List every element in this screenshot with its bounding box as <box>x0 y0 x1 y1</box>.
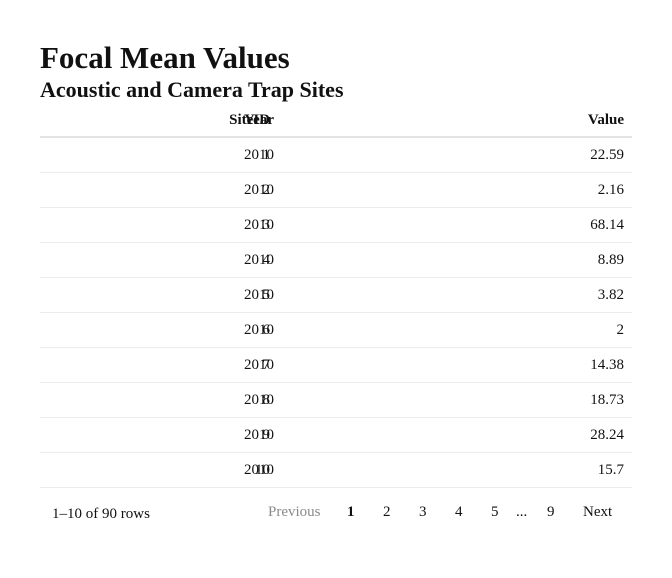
cell-year: 2010 <box>244 392 274 408</box>
cell-siteid: 7 <box>262 357 271 373</box>
table-row: 5 2010 3.82 <box>40 278 632 313</box>
table-row: 10 2010 15.7 <box>40 453 632 488</box>
cell-value: 18.73 <box>590 392 624 408</box>
cell-value: 2 <box>616 322 625 338</box>
page-button-5[interactable]: 5 <box>491 504 499 520</box>
cell-year: 2010 <box>244 217 274 233</box>
page-button-2[interactable]: 2 <box>383 504 391 520</box>
cell-value: 28.24 <box>590 427 624 443</box>
data-table: SiteID Year Value 1 2010 22.59 2 2010 2.… <box>40 104 632 488</box>
cell-siteid: 6 <box>262 322 271 338</box>
pagination-bar: 1–10 of 90 rows Previous 1 2 3 4 5 ... 9… <box>40 496 632 532</box>
cell-value: 22.59 <box>590 147 624 163</box>
table-row: 4 2010 8.89 <box>40 243 632 278</box>
pagination-ellipsis: ... <box>516 504 528 520</box>
table-header: SiteID Year Value <box>40 104 632 138</box>
cell-siteid: 8 <box>262 392 271 408</box>
column-header-siteid[interactable]: SiteID <box>229 112 270 128</box>
cell-year: 2010 <box>244 252 274 268</box>
cell-siteid: 5 <box>262 287 271 303</box>
cell-siteid: 4 <box>262 252 271 268</box>
cell-year: 2010 <box>244 147 274 163</box>
table-row: 3 2010 68.14 <box>40 208 632 243</box>
cell-siteid: 3 <box>262 217 271 233</box>
cell-siteid: 9 <box>262 427 271 443</box>
cell-value: 14.38 <box>590 357 624 373</box>
page-title: Focal Mean Values <box>40 40 290 75</box>
cell-year: 2010 <box>244 182 274 198</box>
next-page-button[interactable]: Next <box>583 504 613 520</box>
cell-year: 2010 <box>244 287 274 303</box>
cell-siteid: 2 <box>262 182 271 198</box>
column-header-year[interactable]: Year <box>244 112 274 128</box>
cell-siteid: 1 <box>262 147 271 163</box>
column-header-value[interactable]: Value <box>587 112 624 128</box>
cell-value: 68.14 <box>590 217 624 233</box>
cell-year: 2010 <box>244 322 274 338</box>
table-row: 6 2010 2 <box>40 313 632 348</box>
cell-siteid: 10 <box>255 462 270 478</box>
cell-year: 2010 <box>244 462 274 478</box>
cell-year: 2010 <box>244 357 274 373</box>
cell-value: 8.89 <box>597 252 624 268</box>
page-button-4[interactable]: 4 <box>455 504 463 520</box>
table-row: 8 2010 18.73 <box>40 383 632 418</box>
table-row: 2 2010 2.16 <box>40 173 632 208</box>
cell-value: 2.16 <box>597 182 624 198</box>
table-row: 7 2010 14.38 <box>40 348 632 383</box>
table-row: 9 2010 28.24 <box>40 418 632 453</box>
page-button-1[interactable]: 1 <box>347 504 355 520</box>
cell-value: 15.7 <box>597 462 624 478</box>
previous-page-button[interactable]: Previous <box>268 504 321 520</box>
page-subtitle: Acoustic and Camera Trap Sites <box>40 77 344 102</box>
table-row: 1 2010 22.59 <box>40 138 632 173</box>
table-body: 1 2010 22.59 2 2010 2.16 3 2010 68.14 4 … <box>40 138 632 488</box>
row-count-info: 1–10 of 90 rows <box>52 506 150 522</box>
page-button-9[interactable]: 9 <box>547 504 555 520</box>
cell-year: 2010 <box>244 427 274 443</box>
cell-value: 3.82 <box>597 287 624 303</box>
page-button-3[interactable]: 3 <box>419 504 427 520</box>
